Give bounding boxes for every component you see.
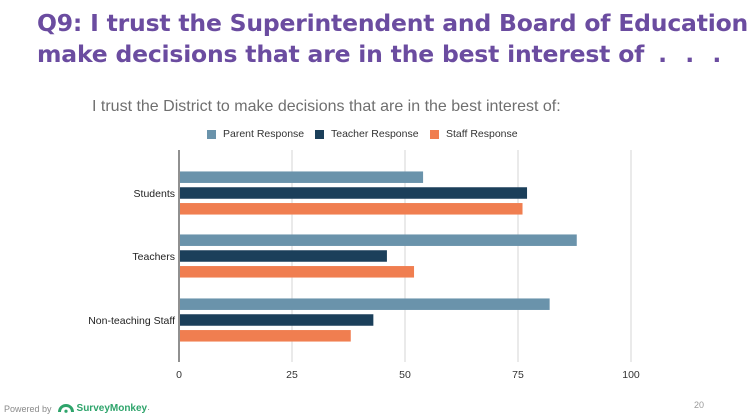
bar-staff-response xyxy=(180,266,415,278)
surveymonkey-logo-icon xyxy=(57,404,74,413)
bar-teacher-response xyxy=(180,250,387,262)
bar-parent-response xyxy=(180,298,550,310)
x-tick-label: 0 xyxy=(176,369,182,381)
legend-swatch xyxy=(315,129,324,139)
slide-title-line-2-text: make decisions that are in the best inte… xyxy=(37,40,645,68)
slide-title-line-1: Q9: I trust the Superintendent and Board… xyxy=(37,9,750,37)
category-label: Teachers xyxy=(132,251,175,263)
bar-parent-response xyxy=(180,171,424,183)
powered-by-footer: Powered by SurveyMonkey · xyxy=(4,403,150,414)
page-number: 20 xyxy=(694,400,705,410)
x-tick-label: 50 xyxy=(399,369,411,381)
legend-label: Staff Response xyxy=(446,128,518,140)
chart-title: I trust the District to make decisions t… xyxy=(92,98,561,115)
legend-label: Teacher Response xyxy=(331,128,419,140)
slide-title-ellipsis: . . . xyxy=(658,40,727,68)
legend-item: Teacher Response xyxy=(315,128,419,140)
category-label: Non-teaching Staff xyxy=(88,315,175,327)
legend-item: Staff Response xyxy=(430,128,518,140)
category-label: Students xyxy=(134,188,175,200)
legend-item: Parent Response xyxy=(207,128,304,140)
legend-swatch xyxy=(207,129,216,139)
bar-parent-response xyxy=(180,234,577,246)
slide-title-line-2: make decisions that are in the best inte… xyxy=(37,39,737,70)
legend-swatch xyxy=(430,129,439,139)
bar-teacher-response xyxy=(180,314,374,326)
x-tick-label: 75 xyxy=(512,369,524,381)
bar-staff-response xyxy=(180,330,351,342)
chart-legend: Parent Response Teacher Response Staff Res… xyxy=(0,128,750,142)
legend-label: Parent Response xyxy=(223,128,305,140)
brand-mark: · xyxy=(147,403,151,414)
slide-title: Q9: I trust the Superintendent and Board… xyxy=(37,8,750,70)
x-tick-label: 25 xyxy=(286,369,298,381)
bar-staff-response xyxy=(180,203,523,215)
surveymonkey-brand: SurveyMonkey xyxy=(76,403,148,414)
x-tick-label: 100 xyxy=(622,369,640,381)
bar-teacher-response xyxy=(180,187,528,199)
powered-by-label: Powered by xyxy=(4,403,52,414)
